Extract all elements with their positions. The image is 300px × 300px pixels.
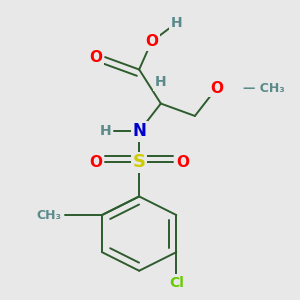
Text: H: H — [155, 75, 166, 89]
Text: H: H — [170, 16, 182, 30]
Text: H: H — [100, 124, 111, 138]
Text: S: S — [133, 153, 146, 171]
Text: Cl: Cl — [169, 276, 184, 290]
Text: N: N — [132, 122, 146, 140]
Text: O: O — [176, 155, 189, 170]
Text: — CH₃: — CH₃ — [243, 82, 285, 94]
Text: O: O — [89, 50, 102, 64]
Text: CH₃: CH₃ — [37, 208, 62, 221]
Text: O: O — [145, 34, 158, 49]
Text: O: O — [89, 155, 102, 170]
Text: O: O — [210, 81, 223, 96]
Text: — CH₃: — CH₃ — [243, 82, 285, 94]
